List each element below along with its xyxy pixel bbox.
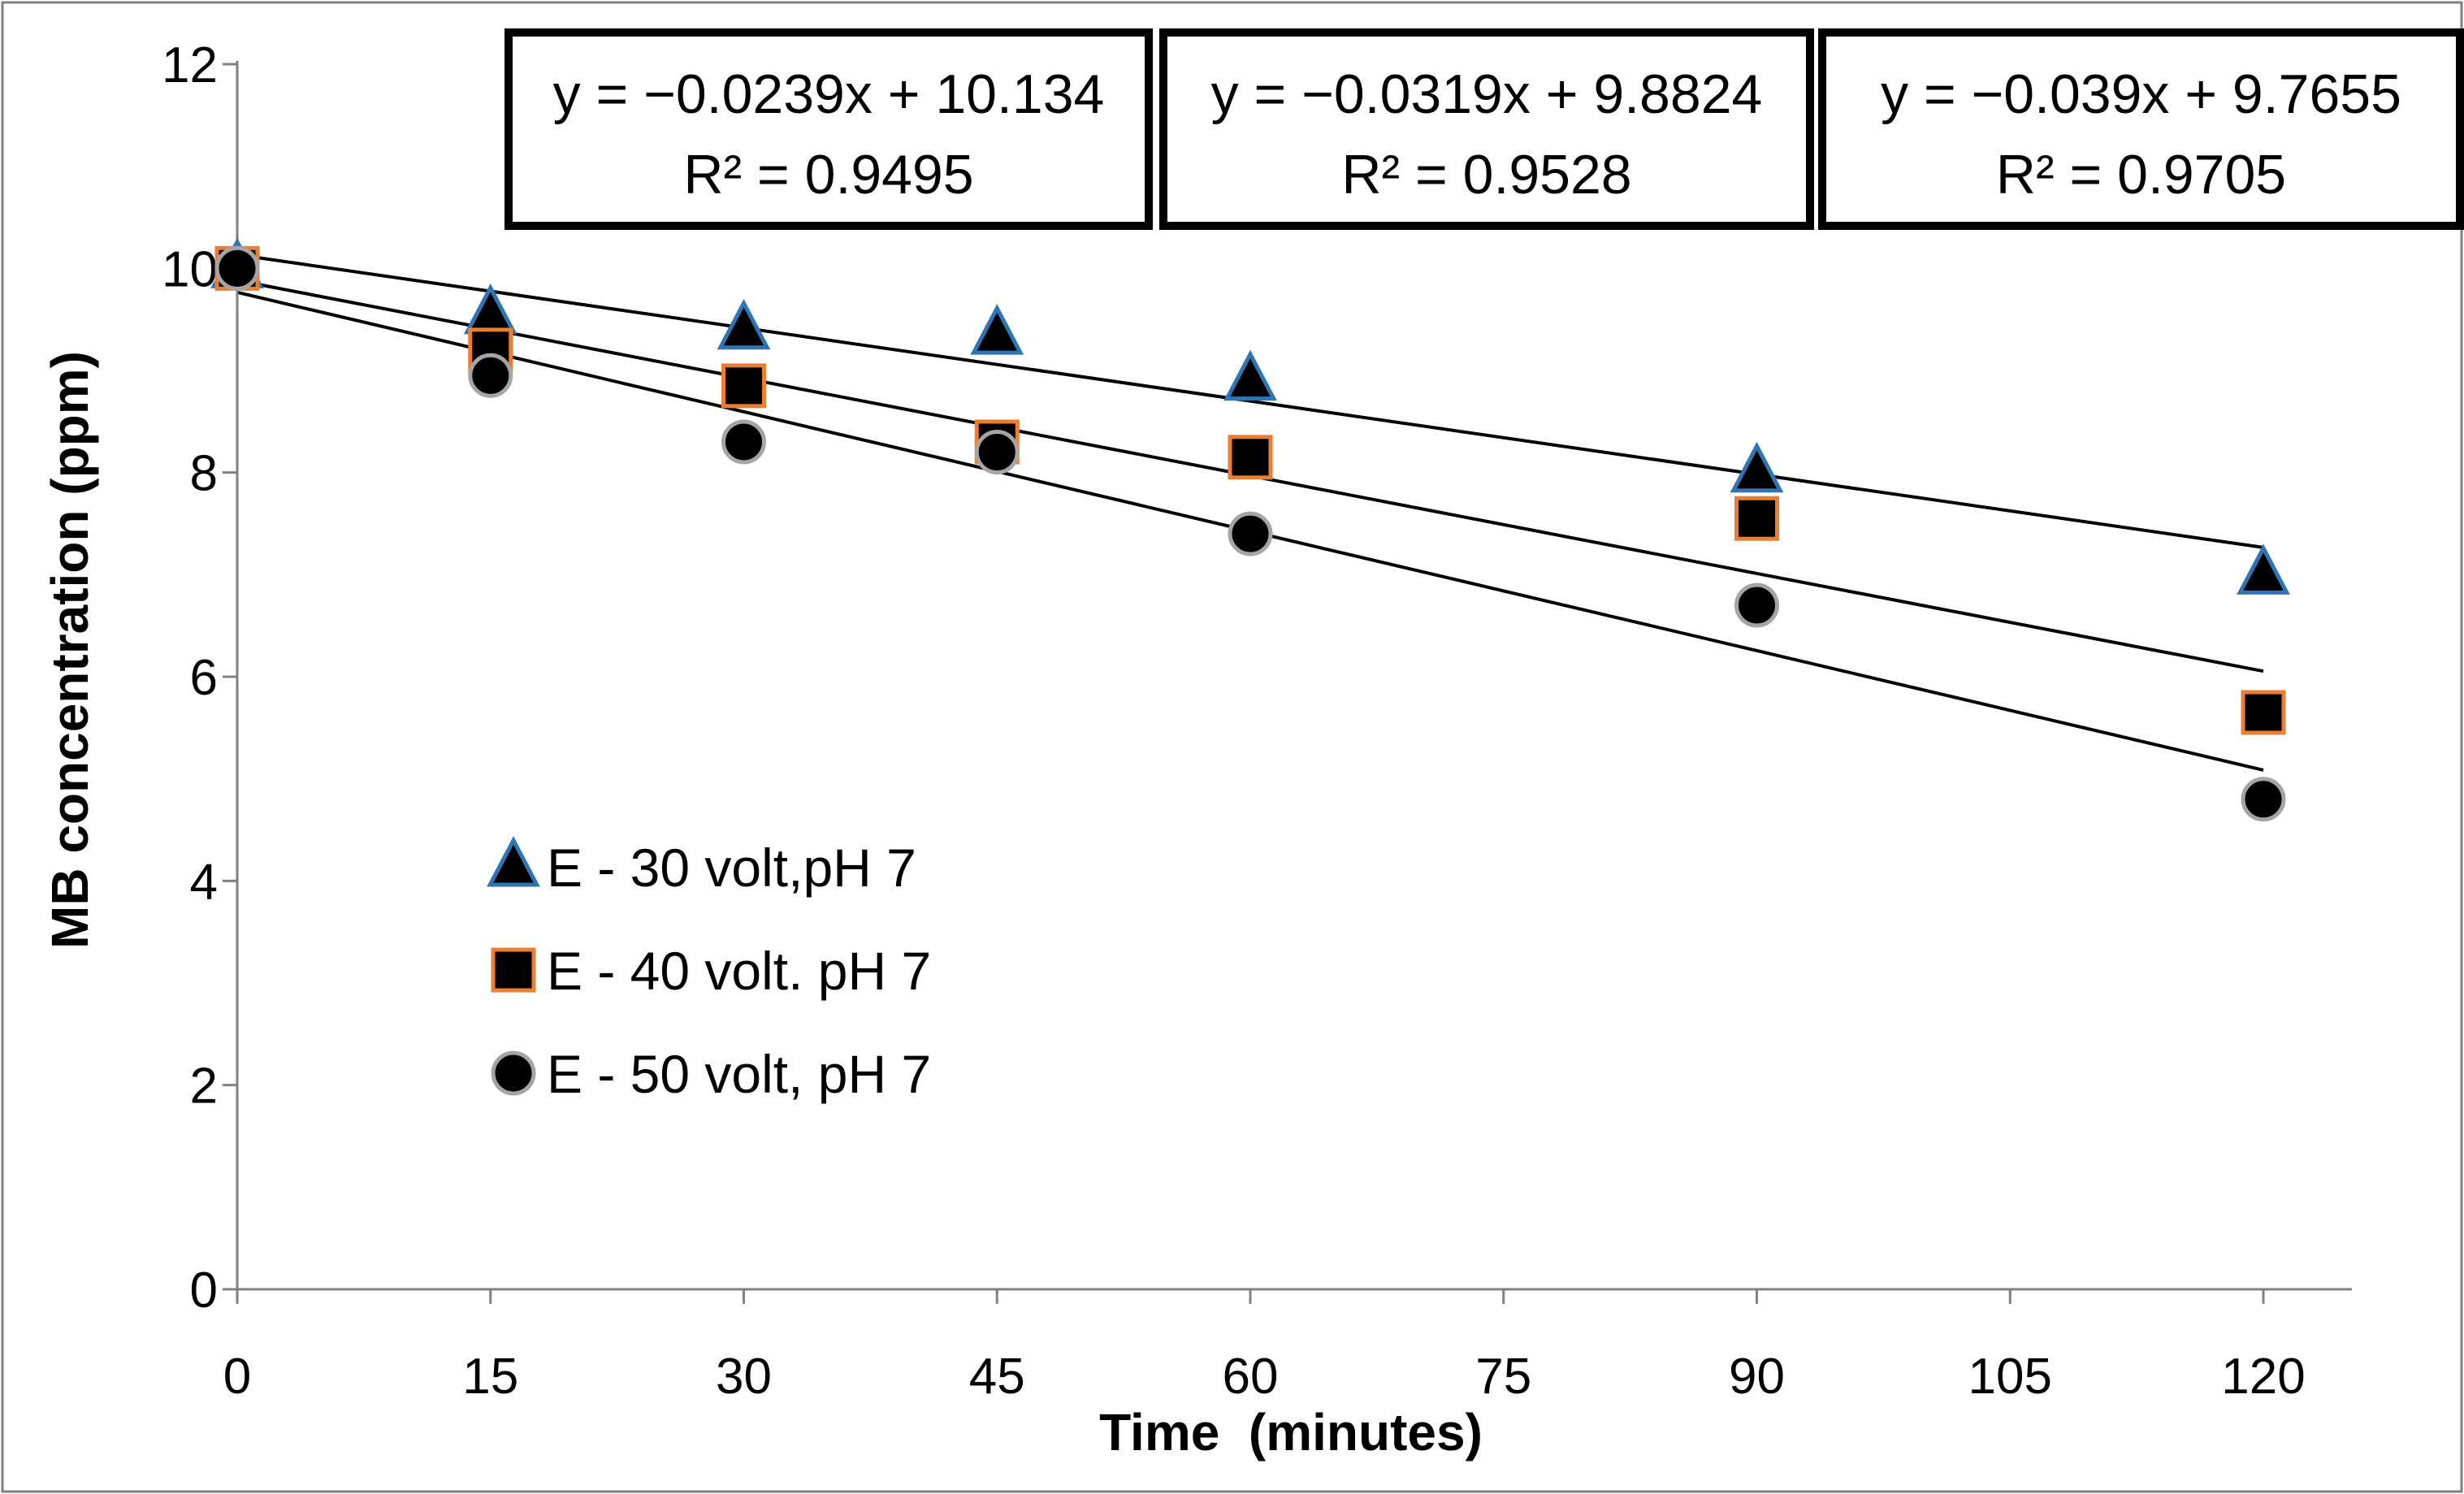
x-tick-label: 120 (2221, 1349, 2305, 1405)
x-tick-label: 45 (969, 1349, 1025, 1405)
trendline-equation-box: y = −0.0319x + 9.8824 R² = 0.9528 (1159, 28, 1814, 230)
r-squared: R² = 0.9495 (683, 144, 973, 206)
x-tick-label: 30 (716, 1349, 772, 1405)
equation-box-border (1159, 28, 1814, 230)
r-squared: R² = 0.9528 (1341, 144, 1631, 206)
data-point-circle (2241, 777, 2286, 822)
x-tick-label: 105 (1968, 1349, 2052, 1405)
x-tick-label: 0 (223, 1349, 251, 1405)
y-tick-label: 2 (190, 1059, 218, 1115)
data-point-triangle (2237, 543, 2290, 595)
trendline-equation: y = −0.0239x + 10.134 (553, 63, 1105, 125)
legend-label: E - 30 volt,pH 7 (547, 838, 916, 898)
trendline-equation: y = −0.039x + 9.7655 (1881, 63, 2401, 125)
legend-square-icon (491, 947, 536, 993)
data-point-circle (974, 430, 1020, 475)
x-axis-title: Time (minutes) (1099, 1403, 1483, 1462)
series-circle (214, 245, 2286, 822)
legend-item-e-30-volt-ph-7: E - 30 volt,pH 7 (487, 836, 916, 898)
y-tick-label: 10 (162, 241, 218, 297)
legend-circle-icon (491, 1050, 536, 1096)
y-tick-label: 0 (190, 1262, 218, 1319)
legend-triangle-icon (487, 836, 540, 887)
equation-box-border (1818, 28, 2464, 230)
data-point-triangle (1730, 441, 1784, 493)
trendline-triangle (236, 253, 2264, 549)
data-point-circle (214, 245, 260, 291)
data-point-circle (721, 419, 766, 465)
legend: E - 30 volt,pH 7 E - 40 volt. pH 7 E - 50 … (487, 836, 931, 1104)
data-point-square (2241, 690, 2286, 735)
x-tick-label: 60 (1223, 1349, 1279, 1405)
data-point-circle (468, 353, 513, 398)
trendline-equation-box: y = −0.039x + 9.7655 R² = 0.9705 (1818, 28, 2464, 230)
x-tick-label: 15 (462, 1349, 518, 1405)
y-tick-label: 4 (190, 854, 218, 910)
legend-label: E - 40 volt. pH 7 (547, 941, 931, 1001)
y-axis-title: MB concentration (ppm) (41, 351, 99, 949)
data-point-square (721, 363, 766, 409)
data-point-triangle (717, 298, 771, 350)
y-tick-label: 12 (162, 37, 218, 93)
data-point-square (1228, 435, 1273, 480)
y-tick-label: 6 (190, 650, 218, 706)
equation-box-border (504, 28, 1153, 230)
r-squared: R² = 0.9705 (1996, 144, 2286, 206)
legend-item-e-50-volt-ph-7: E - 50 volt, pH 7 (491, 1044, 931, 1104)
x-tick-label: 75 (1475, 1349, 1531, 1405)
data-point-triangle (970, 304, 1024, 355)
data-point-circle (1734, 582, 1779, 628)
data-points (210, 237, 2290, 822)
y-tick-label: 8 (190, 446, 218, 502)
data-point-square (1734, 496, 1779, 541)
data-point-triangle (1223, 349, 1277, 401)
legend-label: E - 50 volt, pH 7 (547, 1044, 931, 1104)
trendline-equation-box: y = −0.0239x + 10.134 R² = 0.9495 (504, 28, 1153, 230)
data-point-circle (1228, 511, 1273, 556)
x-tick-label: 90 (1729, 1349, 1785, 1405)
legend-item-e-40-volt-ph-7: E - 40 volt. pH 7 (491, 941, 931, 1001)
trendline-equation: y = −0.0319x + 9.8824 (1211, 63, 1763, 125)
